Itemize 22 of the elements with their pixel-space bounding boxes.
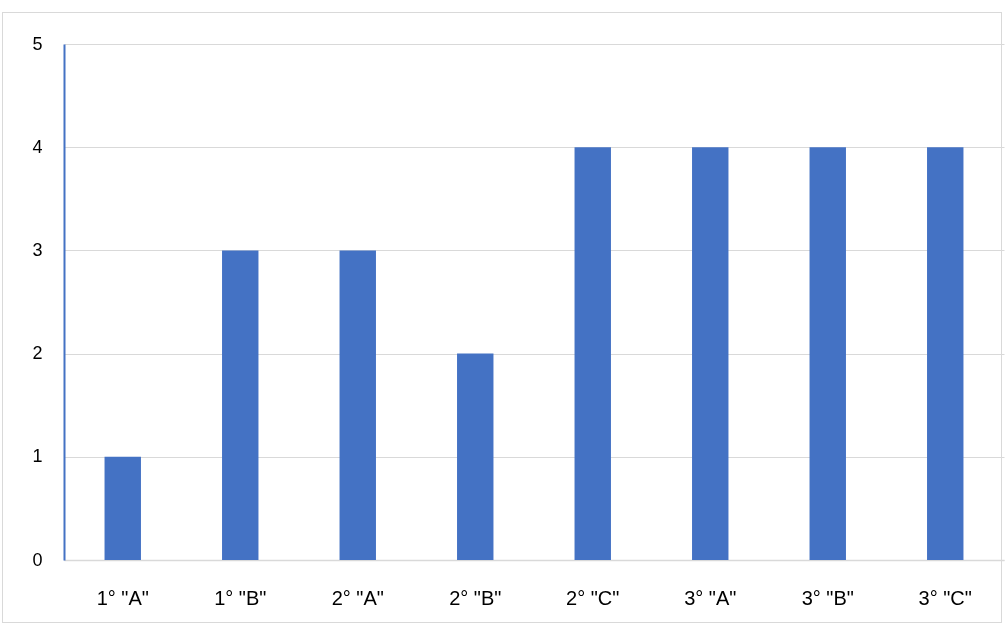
y-tick-label: 0: [32, 549, 43, 570]
bar: [222, 250, 259, 560]
x-tick-label: 2° "A": [331, 586, 384, 609]
y-tick-label: 1: [32, 446, 43, 467]
x-tick-label: 3° "A": [684, 586, 737, 609]
bar: [927, 147, 964, 560]
x-tick-label: 2° "C": [566, 586, 620, 609]
x-tick-label: 1° "B": [214, 586, 267, 609]
bar: [574, 147, 611, 560]
y-tick-label: 3: [32, 239, 43, 260]
y-tick-label: 4: [32, 136, 43, 157]
y-tick-label: 5: [32, 33, 43, 54]
bar: [809, 147, 846, 560]
bar: [692, 147, 729, 560]
bar: [457, 353, 494, 560]
x-tick-label: 3° "C": [918, 586, 972, 609]
x-tick-label: 1° "A": [96, 586, 149, 609]
x-tick-label: 3° "B": [801, 586, 854, 609]
y-tick-label: 2: [32, 343, 43, 364]
bar: [104, 456, 141, 560]
bar: [339, 250, 376, 560]
x-tick-label: 2° "B": [449, 586, 502, 609]
